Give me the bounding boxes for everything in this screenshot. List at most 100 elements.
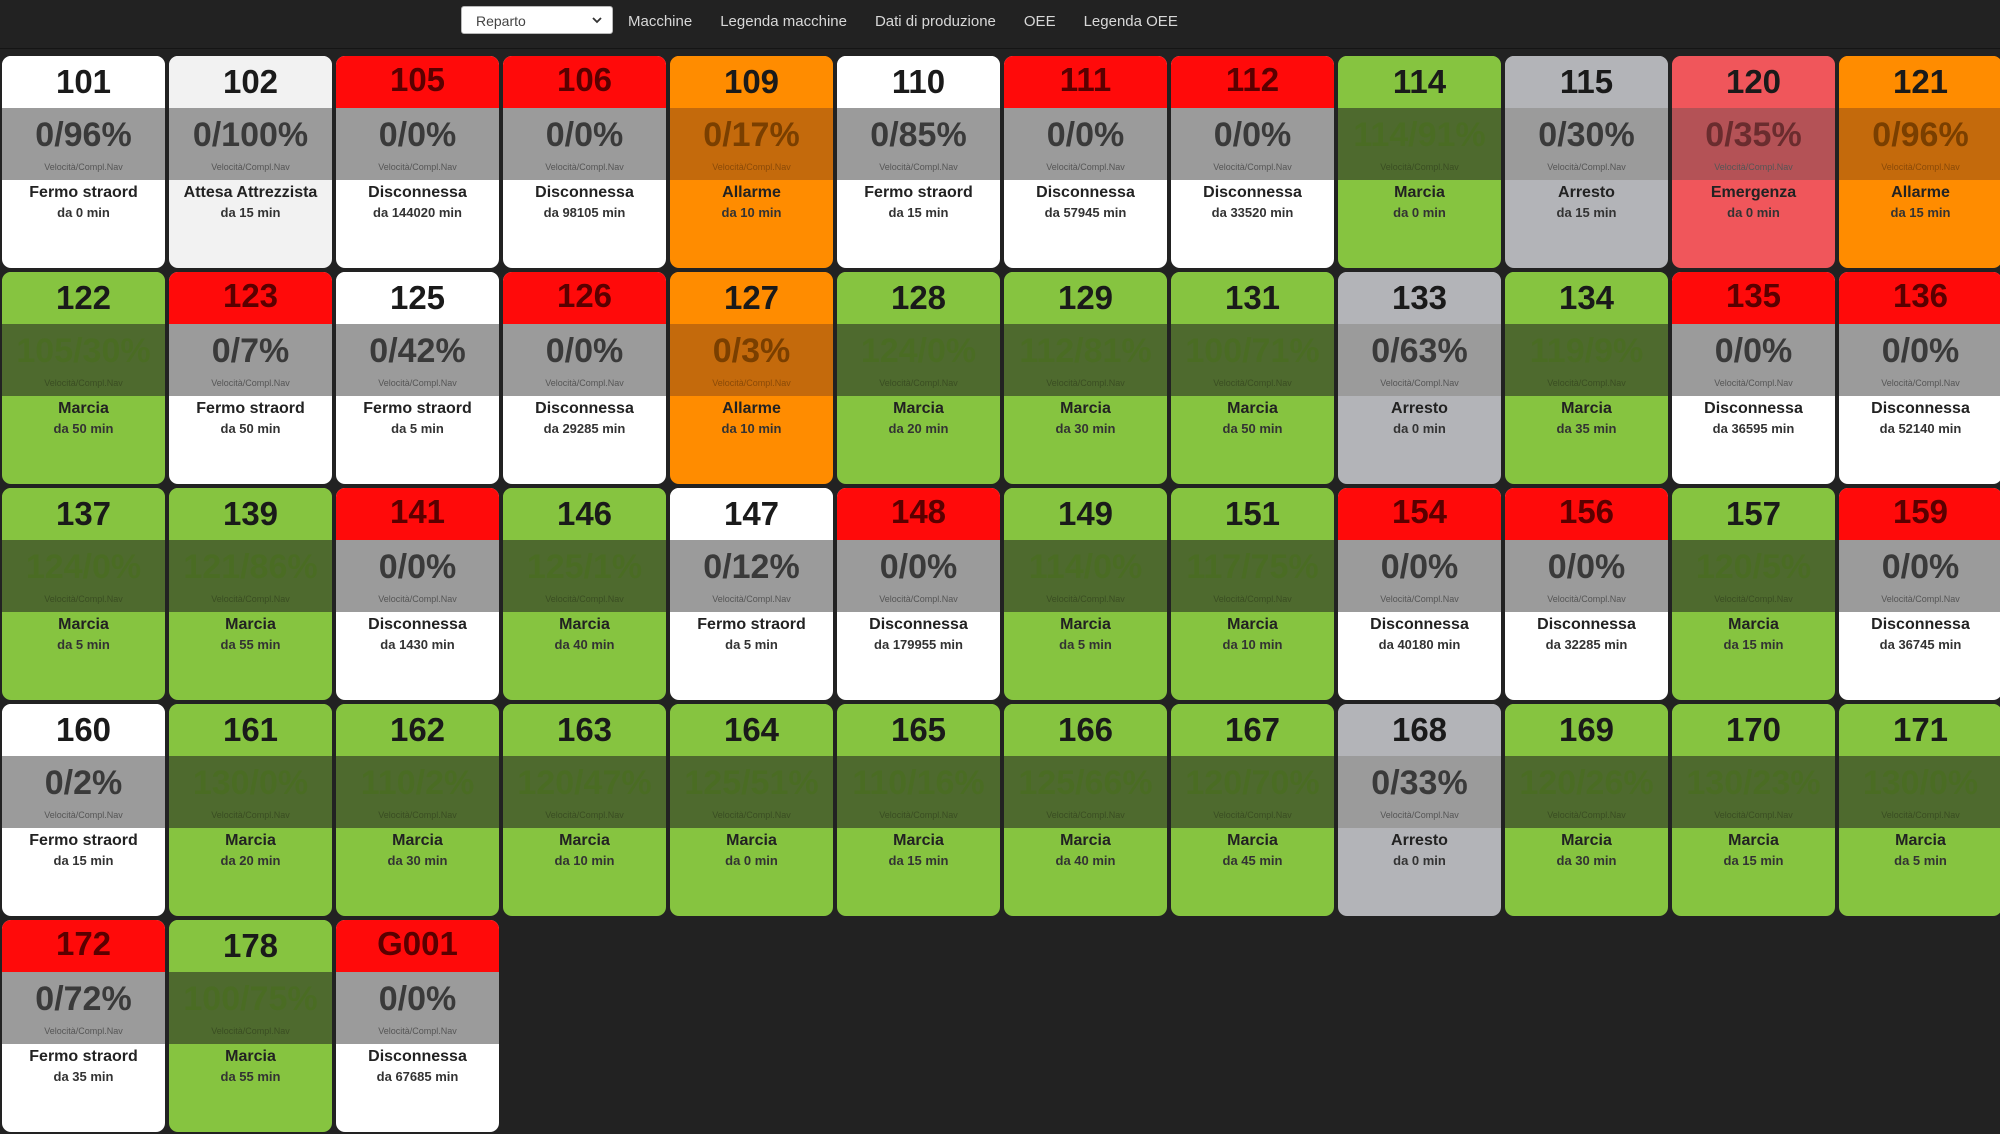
machine-card[interactable]: 109 0/17% Velocità/Compl.Nav Allarme da 10 m…	[670, 56, 833, 268]
machine-card[interactable]: 159 0/0% Velocità/Compl.Nav Disconnessa da 3…	[1839, 488, 2000, 700]
machine-card[interactable]: 137 124/0% Velocità/Compl.Nav Marcia da 5 mi…	[2, 488, 165, 700]
machine-card[interactable]: 133 0/63% Velocità/Compl.Nav Arresto da 0 mi…	[1338, 272, 1501, 484]
machine-id: 148	[837, 488, 1000, 540]
machine-speed-completion: 110/2%	[360, 764, 475, 802]
machine-metrics: 0/0% Velocità/Compl.Nav	[1839, 540, 2000, 612]
machine-card[interactable]: 167 120/70% Velocità/Compl.Nav Marcia da 45 …	[1171, 704, 1334, 916]
machine-card[interactable]: 115 0/30% Velocità/Compl.Nav Arresto da 15 m…	[1505, 56, 1668, 268]
machine-card[interactable]: 156 0/0% Velocità/Compl.Nav Disconnessa da 3…	[1505, 488, 1668, 700]
machine-metric-label: Velocità/Compl.Nav	[378, 594, 457, 604]
machine-metrics: 0/0% Velocità/Compl.Nav	[1338, 540, 1501, 612]
machine-id: 114	[1338, 56, 1501, 108]
machine-state: Disconnessa	[1537, 616, 1636, 633]
machine-card[interactable]: 110 0/85% Velocità/Compl.Nav Fermo straord d…	[837, 56, 1000, 268]
machine-card[interactable]: 148 0/0% Velocità/Compl.Nav Disconnessa da 1…	[837, 488, 1000, 700]
nav-dati-produzione[interactable]: Dati di produzione	[874, 13, 996, 30]
machine-card[interactable]: 141 0/0% Velocità/Compl.Nav Disconnessa da 1…	[336, 488, 499, 700]
machine-state: Marcia	[1227, 616, 1278, 633]
machine-metric-label: Velocità/Compl.Nav	[44, 1026, 123, 1036]
machine-duration: da 10 min	[1222, 637, 1283, 652]
machine-speed-completion: 130/0%	[1862, 764, 1979, 802]
machine-card[interactable]: 127 0/3% Velocità/Compl.Nav Allarme da 10 mi…	[670, 272, 833, 484]
machine-duration: da 15 min	[220, 205, 281, 220]
machine-card[interactable]: 170 130/23% Velocità/Compl.Nav Marcia da 15 …	[1672, 704, 1835, 916]
machine-card[interactable]: 120 0/35% Velocità/Compl.Nav Emergenza da 0 …	[1672, 56, 1835, 268]
machine-metrics: 0/63% Velocità/Compl.Nav	[1338, 324, 1501, 396]
machine-metric-label: Velocità/Compl.Nav	[545, 810, 624, 820]
machine-metrics: 0/2% Velocità/Compl.Nav	[2, 756, 165, 828]
machine-state: Fermo straord	[196, 400, 305, 417]
machine-metrics: 0/85% Velocità/Compl.Nav	[837, 108, 1000, 180]
reparto-select[interactable]: Reparto	[461, 6, 613, 34]
machine-card[interactable]: 125 0/42% Velocità/Compl.Nav Fermo straord d…	[336, 272, 499, 484]
machine-card[interactable]: 126 0/0% Velocità/Compl.Nav Disconnessa da 2…	[503, 272, 666, 484]
machine-card[interactable]: 139 121/86% Velocità/Compl.Nav Marcia da 55 …	[169, 488, 332, 700]
machine-duration: da 0 min	[1393, 853, 1446, 868]
machine-card[interactable]: 157 120/5% Velocità/Compl.Nav Marcia da 15 m…	[1672, 488, 1835, 700]
machine-card[interactable]: 105 0/0% Velocità/Compl.Nav Disconnessa da 1…	[336, 56, 499, 268]
machine-metric-label: Velocità/Compl.Nav	[1714, 594, 1793, 604]
machine-state: Allarme	[722, 184, 781, 201]
machine-card[interactable]: 164 125/51% Velocità/Compl.Nav Marcia da 0 m…	[670, 704, 833, 916]
machine-card[interactable]: 114 114/91% Velocità/Compl.Nav Marcia da 0 m…	[1338, 56, 1501, 268]
nav-macchine[interactable]: Macchine	[628, 13, 693, 30]
machine-id: 141	[336, 488, 499, 540]
machine-id: 111	[1004, 56, 1167, 108]
machine-metrics: 0/0% Velocità/Compl.Nav	[1505, 540, 1668, 612]
machine-card[interactable]: 102 0/100% Velocità/Compl.Nav Attesa Attrez…	[169, 56, 332, 268]
machine-speed-completion: 114/91%	[1353, 116, 1486, 154]
machine-card[interactable]: 112 0/0% Velocità/Compl.Nav Disconnessa da 3…	[1171, 56, 1334, 268]
machine-card[interactable]: 165 110/16% Velocità/Compl.Nav Marcia da 15 …	[837, 704, 1000, 916]
machine-card[interactable]: 135 0/0% Velocità/Compl.Nav Disconnessa da 3…	[1672, 272, 1835, 484]
machine-duration: da 50 min	[220, 421, 281, 436]
machine-card[interactable]: 123 0/7% Velocità/Compl.Nav Fermo straord da…	[169, 272, 332, 484]
nav-oee[interactable]: OEE	[1023, 13, 1056, 30]
machine-speed-completion: 125/66%	[1018, 764, 1153, 802]
machine-card[interactable]: 146 125/1% Velocità/Compl.Nav Marcia da 40 m…	[503, 488, 666, 700]
machine-speed-completion: 0/0%	[1881, 548, 1960, 586]
machine-metrics: 0/17% Velocità/Compl.Nav	[670, 108, 833, 180]
machine-duration: da 15 min	[1723, 637, 1784, 652]
machine-card[interactable]: 106 0/0% Velocità/Compl.Nav Disconnessa da 9…	[503, 56, 666, 268]
machine-card[interactable]: 172 0/72% Velocità/Compl.Nav Fermo straord d…	[2, 920, 165, 1132]
machine-card[interactable]: 154 0/0% Velocità/Compl.Nav Disconnessa da 4…	[1338, 488, 1501, 700]
machine-card[interactable]: 178 100/75% Velocità/Compl.Nav Marcia da 55 …	[169, 920, 332, 1132]
nav-legenda-macchine[interactable]: Legenda macchine	[720, 13, 847, 30]
machine-metric-label: Velocità/Compl.Nav	[1046, 810, 1125, 820]
nav-legenda-oee[interactable]: Legenda OEE	[1083, 13, 1178, 30]
machine-card[interactable]: 171 130/0% Velocità/Compl.Nav Marcia da 5 mi…	[1839, 704, 2000, 916]
machine-card[interactable]: 128 124/0% Velocità/Compl.Nav Marcia da 20 m…	[837, 272, 1000, 484]
machine-state: Marcia	[1394, 184, 1445, 201]
machine-grid: 101 0/96% Velocità/Compl.Nav Fermo straord d…	[2, 56, 2000, 1132]
machine-card[interactable]: 121 0/96% Velocità/Compl.Nav Allarme da 15 m…	[1839, 56, 2000, 268]
machine-metric-label: Velocità/Compl.Nav	[1213, 594, 1292, 604]
machine-card[interactable]: 147 0/12% Velocità/Compl.Nav Fermo straord d…	[670, 488, 833, 700]
machine-card[interactable]: 149 114/0% Velocità/Compl.Nav Marcia da 5 mi…	[1004, 488, 1167, 700]
machine-card[interactable]: 101 0/96% Velocità/Compl.Nav Fermo straord d…	[2, 56, 165, 268]
machine-duration: da 0 min	[1393, 205, 1446, 220]
machine-metrics: 0/7% Velocità/Compl.Nav	[169, 324, 332, 396]
machine-card[interactable]: 169 120/26% Velocità/Compl.Nav Marcia da 30 …	[1505, 704, 1668, 916]
machine-card[interactable]: 111 0/0% Velocità/Compl.Nav Disconnessa da 5…	[1004, 56, 1167, 268]
machine-id: 156	[1505, 488, 1668, 540]
machine-card[interactable]: G001 0/0% Velocità/Compl.Nav Disconnessa da …	[336, 920, 499, 1132]
machine-speed-completion: 120/70%	[1185, 764, 1320, 802]
machine-card[interactable]: 151 117/75% Velocità/Compl.Nav Marcia da 10 …	[1171, 488, 1334, 700]
machine-card[interactable]: 168 0/33% Velocità/Compl.Nav Arresto da 0 mi…	[1338, 704, 1501, 916]
machine-card[interactable]: 160 0/2% Velocità/Compl.Nav Fermo straord da…	[2, 704, 165, 916]
machine-card[interactable]: 134 119/9% Velocità/Compl.Nav Marcia da 35 m…	[1505, 272, 1668, 484]
machine-metrics: 100/71% Velocità/Compl.Nav	[1171, 324, 1334, 396]
machine-card[interactable]: 166 125/66% Velocità/Compl.Nav Marcia da 40 …	[1004, 704, 1167, 916]
machine-duration: da 35 min	[53, 1069, 114, 1084]
machine-metrics: 117/75% Velocità/Compl.Nav	[1171, 540, 1334, 612]
machine-card[interactable]: 162 110/2% Velocità/Compl.Nav Marcia da 30 m…	[336, 704, 499, 916]
machine-card[interactable]: 129 112/81% Velocità/Compl.Nav Marcia da 30 …	[1004, 272, 1167, 484]
machine-metric-label: Velocità/Compl.Nav	[1046, 162, 1125, 172]
machine-card[interactable]: 131 100/71% Velocità/Compl.Nav Marcia da 50 …	[1171, 272, 1334, 484]
machine-card[interactable]: 122 105/30% Velocità/Compl.Nav Marcia da 50 …	[2, 272, 165, 484]
machine-card[interactable]: 163 120/47% Velocità/Compl.Nav Marcia da 10 …	[503, 704, 666, 916]
machine-id: 172	[2, 920, 165, 972]
machine-card[interactable]: 161 130/0% Velocità/Compl.Nav Marcia da 20 m…	[169, 704, 332, 916]
machine-card[interactable]: 136 0/0% Velocità/Compl.Nav Disconnessa da 5…	[1839, 272, 2000, 484]
machine-state: Marcia	[1895, 832, 1946, 849]
